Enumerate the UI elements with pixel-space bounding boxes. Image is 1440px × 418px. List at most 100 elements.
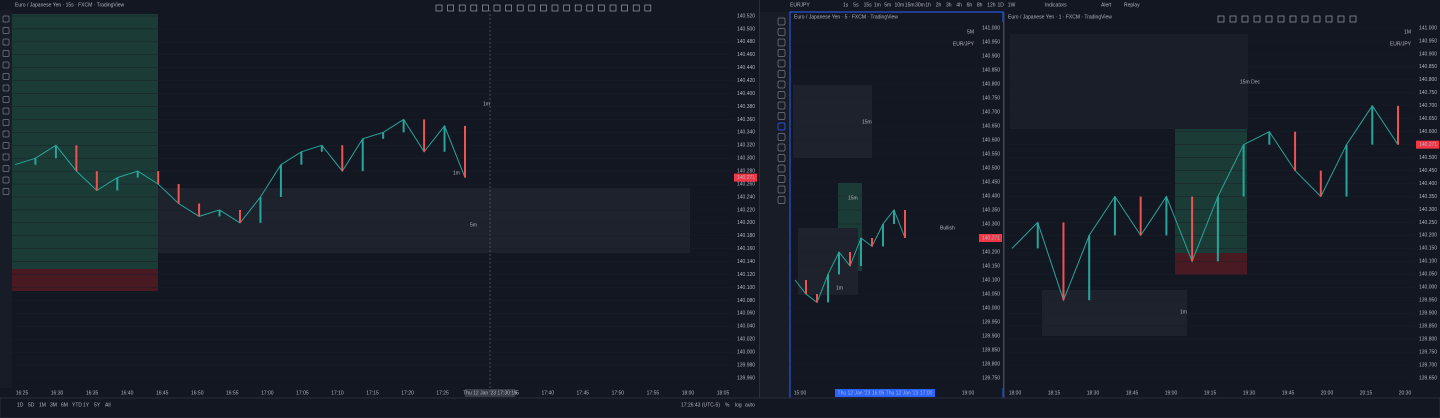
drawing-tool[interactable] — [505, 4, 512, 12]
tool-icon[interactable] — [2, 27, 10, 34]
tool-icon[interactable] — [777, 175, 786, 183]
price-axis — [978, 22, 1003, 388]
drawing-tool[interactable] — [493, 4, 501, 12]
tool-icon[interactable] — [777, 185, 786, 194]
drawing-tool[interactable] — [1253, 15, 1261, 23]
timeframe[interactable]: 15s — [864, 2, 873, 8]
range-button[interactable]: 3M — [50, 402, 57, 408]
tool-icon[interactable] — [2, 73, 10, 80]
tool-icon[interactable] — [777, 196, 786, 204]
time-label: 16:25 — [16, 390, 29, 396]
timeframe[interactable]: 2h — [936, 2, 942, 8]
tool-icon[interactable] — [777, 38, 786, 47]
drawing-tool[interactable] — [1337, 15, 1345, 23]
drawing-tool[interactable] — [1241, 15, 1249, 23]
drawing-tool[interactable] — [563, 4, 570, 12]
drawing-tool[interactable] — [1277, 15, 1285, 23]
tool-icon[interactable] — [777, 28, 786, 36]
symbol[interactable]: EURJPY — [790, 2, 810, 8]
range-button[interactable]: YTD — [72, 402, 82, 408]
tool-icon[interactable] — [777, 101, 786, 110]
axis-option[interactable]: % — [725, 402, 730, 408]
timeframe[interactable]: 5m — [884, 2, 891, 8]
timeframe[interactable]: 5s — [853, 2, 859, 8]
drawing-tool[interactable] — [621, 4, 628, 12]
drawing-tool[interactable] — [598, 4, 605, 12]
top-button[interactable]: Indicators — [1045, 2, 1067, 8]
drawing-tool[interactable] — [1265, 15, 1273, 23]
tool-icon[interactable] — [777, 91, 786, 99]
drawing-tool[interactable] — [551, 4, 559, 12]
tool-icon[interactable] — [777, 49, 786, 57]
drawing-tool[interactable] — [586, 4, 594, 12]
timeframe[interactable]: 1s — [843, 2, 849, 8]
axis-option[interactable]: auto — [745, 402, 755, 408]
top-button[interactable]: Alert — [1101, 2, 1112, 8]
drawing-tool[interactable] — [1217, 15, 1225, 23]
tool-icon[interactable] — [777, 70, 786, 78]
tool-icon[interactable] — [2, 107, 10, 115]
timeframe[interactable]: 12h — [987, 2, 996, 8]
drawing-tool[interactable] — [540, 4, 547, 12]
tool-icon[interactable] — [777, 80, 786, 89]
top-button[interactable]: Replay — [1124, 2, 1140, 8]
tool-icon[interactable] — [777, 143, 786, 152]
range-button[interactable]: 6M — [61, 402, 68, 408]
timeframe[interactable]: 15m — [905, 2, 915, 8]
drawing-tool[interactable] — [644, 4, 652, 12]
drawing-tool[interactable] — [447, 4, 454, 12]
timeframe[interactable]: 1h — [925, 2, 931, 8]
drawing-tool[interactable] — [516, 4, 524, 12]
drawing-tool[interactable] — [1313, 15, 1321, 23]
tool-icon[interactable] — [2, 188, 10, 195]
timeframe[interactable]: 1W — [1008, 2, 1016, 8]
axis-option[interactable]: log — [735, 402, 742, 408]
drawing-tool[interactable] — [632, 4, 640, 12]
range-button[interactable]: All — [105, 402, 111, 408]
drawing-tool[interactable] — [609, 4, 617, 12]
timeframe[interactable]: 1m — [874, 2, 881, 8]
timeframe[interactable]: 30m — [915, 2, 925, 8]
drawing-tool[interactable] — [1349, 15, 1357, 23]
tool-icon[interactable] — [2, 38, 10, 46]
drawing-tool[interactable] — [1289, 15, 1297, 23]
timeframe[interactable]: 8h — [977, 2, 983, 8]
timeframe[interactable]: 10m — [895, 2, 905, 8]
tool-icon[interactable] — [2, 96, 10, 103]
tool-icon[interactable] — [777, 112, 786, 120]
tool-icon[interactable] — [777, 133, 786, 141]
tool-icon[interactable] — [2, 84, 10, 92]
timeframe[interactable]: 1D — [998, 2, 1005, 8]
tool-icon[interactable] — [2, 119, 10, 126]
timeframe[interactable]: 3h — [946, 2, 952, 8]
tool-icon[interactable] — [2, 61, 10, 69]
tool-icon[interactable] — [2, 153, 10, 161]
drawing-tool[interactable] — [1301, 15, 1309, 23]
timeframe[interactable]: 4h — [956, 2, 962, 8]
tool-icon[interactable] — [2, 50, 10, 57]
timeframe[interactable]: 6h — [967, 2, 973, 8]
drawing-tool[interactable] — [435, 4, 443, 12]
drawing-tool[interactable] — [482, 4, 489, 12]
drawing-tool[interactable] — [1325, 15, 1333, 23]
tool-icon[interactable] — [2, 15, 10, 23]
drawing-tool[interactable] — [528, 4, 536, 12]
range-button[interactable]: 5Y — [94, 402, 101, 408]
tool-icon[interactable] — [777, 17, 786, 26]
tool-icon[interactable] — [777, 154, 786, 162]
range-button[interactable]: 5D — [28, 402, 35, 408]
drawing-tool[interactable] — [458, 4, 466, 12]
range-button[interactable]: 1Y — [83, 402, 90, 408]
tool-icon[interactable] — [777, 122, 786, 131]
tool-icon[interactable] — [777, 59, 786, 68]
tool-icon[interactable] — [2, 142, 10, 149]
range-button[interactable]: 1M — [39, 402, 46, 408]
drawing-tool[interactable] — [574, 4, 582, 12]
tool-icon[interactable] — [2, 130, 10, 138]
range-button[interactable]: 1D — [17, 402, 24, 408]
tool-icon[interactable] — [777, 164, 786, 173]
drawing-tool[interactable] — [470, 4, 478, 12]
tool-icon[interactable] — [2, 165, 10, 172]
drawing-tool[interactable] — [1229, 15, 1237, 23]
tool-icon[interactable] — [2, 176, 10, 184]
